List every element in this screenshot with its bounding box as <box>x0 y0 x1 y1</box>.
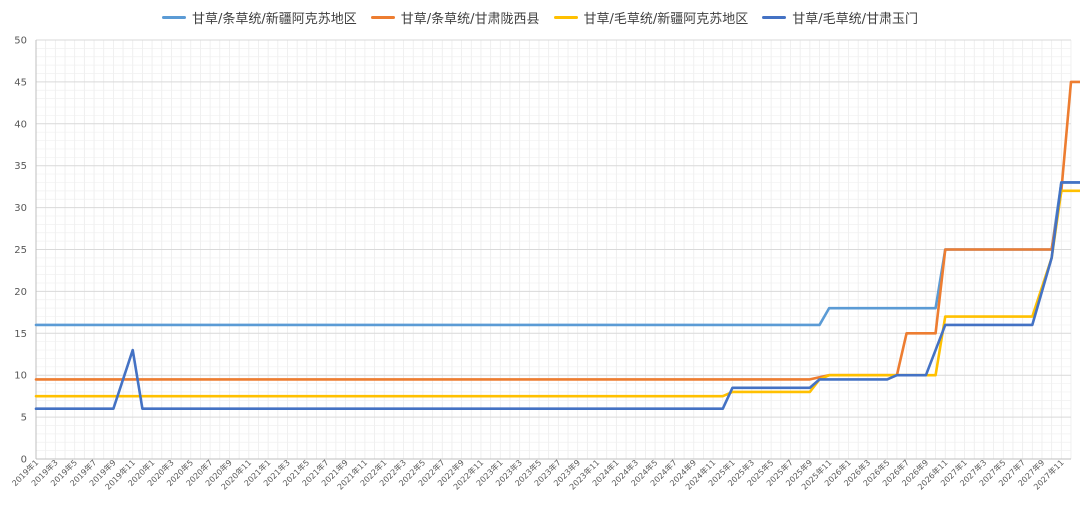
y-tick-label: 35 <box>14 161 27 172</box>
legend-label-1: 甘草/条草统/甘肃陇西县 <box>400 11 540 27</box>
legend-item-3: 甘草/毛草统/甘肃玉门 <box>762 8 918 27</box>
legend-swatch-2 <box>553 15 578 19</box>
series-line-2 <box>34 189 1080 398</box>
y-tick-label: 25 <box>14 245 27 256</box>
legend-swatch-1 <box>370 15 395 19</box>
legend-swatch-3 <box>762 15 787 19</box>
legend-item-1: 甘草/条草统/甘肃陇西县 <box>370 8 540 27</box>
y-tick-label: 15 <box>14 329 27 340</box>
y-tick-label: 30 <box>14 203 27 214</box>
grid <box>35 39 1072 460</box>
y-tick-label: 40 <box>14 119 27 130</box>
legend-label-0: 甘草/条草统/新疆阿克苏地区 <box>191 11 357 27</box>
axes: 051015202530354045502019年12019年32019年520… <box>10 36 1071 492</box>
series-line-3 <box>34 181 1080 411</box>
y-tick-label: 50 <box>14 36 27 47</box>
series-lines <box>34 80 1080 411</box>
y-tick-label: 0 <box>21 455 27 466</box>
legend-label-2: 甘草/毛草统/新疆阿克苏地区 <box>583 11 749 27</box>
y-tick-label: 20 <box>14 287 27 298</box>
y-tick-label: 10 <box>14 371 27 382</box>
y-tick-label: 45 <box>14 77 27 88</box>
y-tick-label: 5 <box>21 413 27 424</box>
legend-label-3: 甘草/毛草统/甘肃玉门 <box>792 11 919 27</box>
legend: 甘草/条草统/新疆阿克苏地区 甘草/条草统/甘肃陇西县 甘草/毛草统/新疆阿克苏… <box>0 6 1080 28</box>
series-line-1 <box>34 80 1080 381</box>
legend-swatch-0 <box>161 15 186 19</box>
legend-item-0: 甘草/条草统/新疆阿克苏地区 <box>161 8 357 27</box>
legend-item-2: 甘草/毛草统/新疆阿克苏地区 <box>553 8 749 27</box>
